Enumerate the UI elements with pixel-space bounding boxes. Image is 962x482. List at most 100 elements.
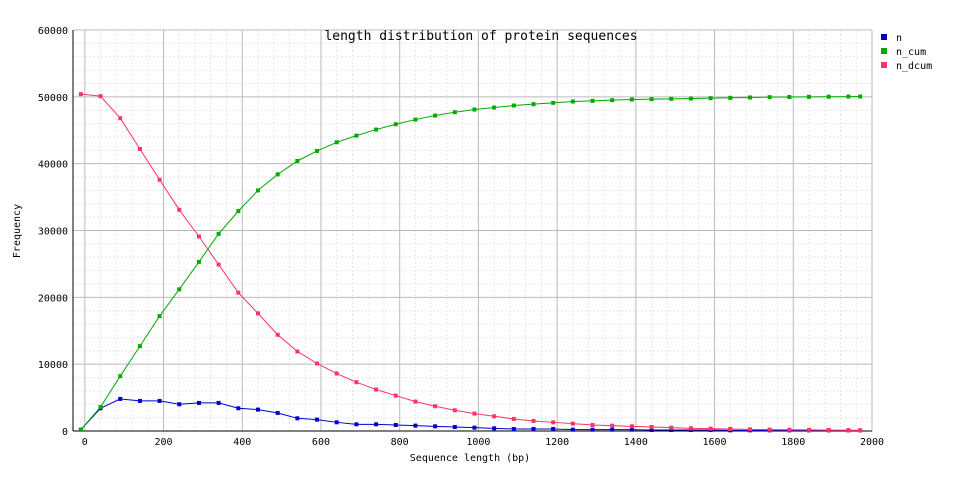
x-tick-label: 1000 <box>466 437 490 448</box>
data-point <box>629 427 634 432</box>
y-tick-label: 0 <box>62 427 68 438</box>
data-point <box>787 94 792 99</box>
x-tick-label: 1600 <box>703 437 727 448</box>
data-point <box>708 426 713 431</box>
data-point <box>551 420 556 425</box>
x-tick-label: 2000 <box>860 437 884 448</box>
x-tick-label: 0 <box>82 437 88 448</box>
data-point <box>216 400 221 405</box>
y-tick-label: 50000 <box>38 93 68 104</box>
data-point <box>551 426 556 431</box>
data-point <box>275 172 280 177</box>
data-point <box>315 417 320 422</box>
x-tick-label: 200 <box>154 437 172 448</box>
x-axis-title: Sequence length (bp) <box>410 453 530 464</box>
data-point <box>858 428 863 433</box>
data-point <box>492 426 497 431</box>
data-point <box>433 113 438 118</box>
x-tick-label: 1200 <box>545 437 569 448</box>
x-tick-label: 800 <box>391 437 409 448</box>
data-point <box>374 422 379 427</box>
data-point <box>255 311 260 316</box>
data-point <box>137 344 142 349</box>
data-point <box>590 427 595 432</box>
data-point <box>295 349 300 354</box>
legend-marker <box>881 48 887 54</box>
data-point <box>334 420 339 425</box>
legend: n n_cum n_dcum <box>881 33 932 72</box>
grid <box>73 29 873 432</box>
data-point <box>669 427 674 432</box>
data-point <box>708 96 713 101</box>
data-point <box>610 98 615 103</box>
data-point <box>275 332 280 337</box>
data-point <box>374 387 379 392</box>
data-point <box>767 427 772 432</box>
legend-label: n_dcum <box>896 61 932 72</box>
data-point <box>531 426 536 431</box>
data-point <box>669 96 674 101</box>
data-point <box>177 402 182 407</box>
axes: 0 200 400 600 800 1000 1200 1400 1600 1800 2000010… <box>38 26 884 448</box>
data-point <box>826 94 831 99</box>
data-point <box>295 158 300 163</box>
data-point <box>196 234 201 239</box>
data-point <box>177 287 182 292</box>
data-point <box>570 427 575 432</box>
data-point <box>78 92 83 97</box>
data-point <box>688 96 693 101</box>
x-tick-label: 1800 <box>781 437 805 448</box>
data-point <box>196 400 201 405</box>
y-tick-label: 60000 <box>38 26 68 37</box>
data-point <box>354 422 359 427</box>
series-n_cum <box>78 94 863 432</box>
data-point <box>393 122 398 127</box>
data-point <box>511 103 516 108</box>
data-point <box>255 188 260 193</box>
data-point <box>98 94 103 99</box>
data-point <box>807 427 812 432</box>
data-point <box>413 399 418 404</box>
data-point <box>157 177 162 182</box>
data-point <box>334 371 339 376</box>
data-point <box>629 424 634 429</box>
data-point <box>118 116 123 121</box>
x-tick-label: 600 <box>312 437 330 448</box>
data-point <box>315 148 320 153</box>
data-point <box>216 231 221 236</box>
data-point <box>137 398 142 403</box>
data-point <box>610 427 615 432</box>
data-point <box>393 393 398 398</box>
data-point <box>747 427 752 432</box>
data-point <box>413 117 418 122</box>
legend-label: n_cum <box>896 47 926 58</box>
data-point <box>531 418 536 423</box>
chart-title: length distribution of protein sequences <box>324 29 637 44</box>
data-point <box>472 107 477 112</box>
legend-marker <box>881 62 887 68</box>
data-point <box>531 102 536 107</box>
data-point <box>472 425 477 430</box>
y-tick-label: 10000 <box>38 360 68 371</box>
data-point <box>98 404 103 409</box>
data-point <box>590 422 595 427</box>
data-point <box>787 427 792 432</box>
legend-label: n <box>896 33 902 44</box>
data-point <box>295 416 300 421</box>
data-point <box>118 396 123 401</box>
data-point <box>118 374 123 379</box>
data-point <box>846 94 851 99</box>
data-point <box>610 423 615 428</box>
data-point <box>374 127 379 132</box>
data-point <box>688 426 693 431</box>
data-point <box>452 110 457 115</box>
data-point <box>354 133 359 138</box>
data-point <box>846 428 851 433</box>
data-point <box>334 140 339 145</box>
y-tick-label: 30000 <box>38 227 68 238</box>
data-point <box>393 422 398 427</box>
y-tick-label: 20000 <box>38 293 68 304</box>
data-point <box>177 207 182 212</box>
